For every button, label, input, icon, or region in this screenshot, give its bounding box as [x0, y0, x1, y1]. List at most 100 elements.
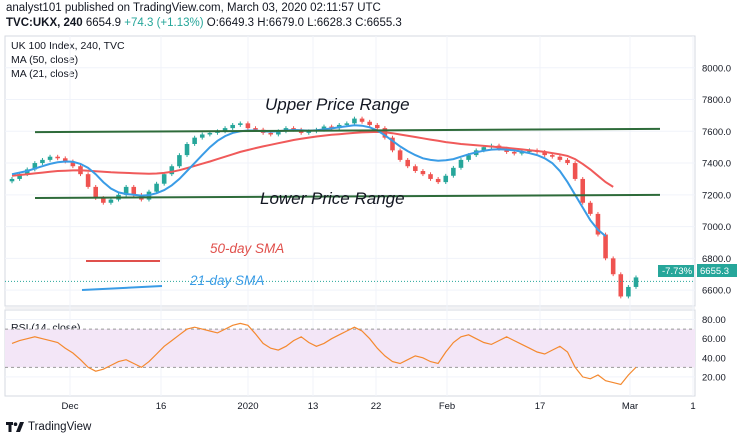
- candle-body: [519, 151, 525, 154]
- time-tick-label: Dec: [62, 401, 79, 412]
- sma21-swatch: [81, 285, 163, 291]
- candle-body: [458, 159, 464, 168]
- change-tag-text: -7.73%: [662, 266, 693, 277]
- candle-body: [352, 118, 357, 124]
- candle-body: [169, 166, 175, 175]
- open-value: O:6649.3: [206, 17, 255, 29]
- price-axis: 8000.0 7800.0 7600.0 7400.0 7200.0 7000.0 6800…: [702, 63, 731, 296]
- candle-body: [565, 159, 570, 164]
- rsi-tick-label: 80.00: [702, 315, 726, 326]
- candle-body: [511, 151, 517, 154]
- time-tick-label: Mar: [622, 401, 638, 412]
- time-tick-label: 16: [156, 401, 167, 412]
- candle-body: [595, 213, 601, 235]
- rsi-tick-label: 40.00: [702, 353, 726, 364]
- lower-range-label: Lower Price Range: [260, 189, 405, 208]
- current-price-tag: [697, 264, 737, 277]
- rsi-tick-label: 60.00: [702, 334, 726, 345]
- candle-body: [177, 155, 182, 167]
- candle-body: [618, 274, 624, 297]
- publish-info: analyst101 published on TradingView.com,…: [6, 2, 381, 14]
- rsi-band: [5, 329, 695, 368]
- price-tick-label: 7200.0: [702, 190, 731, 201]
- time-tick-label: 17: [535, 401, 546, 412]
- upper-range-label: Upper Price Range: [265, 95, 410, 114]
- candle-body: [161, 174, 167, 184]
- ma50-line: [11, 130, 614, 188]
- candle-body: [588, 202, 593, 214]
- price-tick-label: 7400.0: [702, 159, 731, 170]
- tradingview-logo-icon: [6, 422, 24, 432]
- candle-body: [123, 186, 129, 195]
- price-tick-label: 6600.0: [702, 286, 731, 297]
- candle-body: [268, 132, 274, 135]
- candle-body: [199, 134, 205, 138]
- candle-body: [626, 286, 631, 297]
- candle-body: [359, 118, 365, 122]
- price-tick-label: 8000.0: [702, 63, 731, 74]
- ma50-legend: MA (50, close): [11, 54, 79, 66]
- current-price-text: 6655.3: [700, 266, 729, 277]
- candle-body: [572, 163, 578, 179]
- candle-body: [253, 128, 258, 130]
- candle-body: [542, 151, 547, 156]
- price-tick-label: 7000.0: [702, 222, 731, 233]
- candle-body: [70, 161, 76, 167]
- upper-trendline[interactable]: [34, 127, 661, 134]
- time-tick-label: 13: [308, 401, 319, 412]
- candle-body: [329, 126, 334, 129]
- candle-body: [420, 171, 426, 175]
- candle-body: [192, 137, 197, 144]
- ma21-legend: MA (21, close): [11, 68, 79, 80]
- tradingview-brand[interactable]: TradingView: [6, 421, 91, 433]
- candle-body: [321, 126, 327, 130]
- candle-body: [306, 131, 312, 133]
- candle-body: [390, 137, 395, 151]
- time-tick-label: Feb: [439, 401, 455, 412]
- candle-body: [413, 166, 418, 171]
- lower-trendline[interactable]: [34, 193, 661, 199]
- candle-body: [93, 186, 98, 198]
- candle-body: [131, 186, 137, 195]
- candle-body: [55, 156, 60, 159]
- candle-body: [291, 128, 296, 130]
- candle-body: [17, 174, 22, 179]
- candle-body: [207, 132, 213, 135]
- candle-body: [610, 258, 616, 275]
- rsi-axis: 80.00 60.00 40.00 20.00: [702, 315, 726, 383]
- time-tick-label: 22: [371, 401, 382, 412]
- candle-body: [367, 121, 372, 125]
- sma50-label: 50-day SMA: [210, 241, 284, 256]
- time-tick-label: 2020: [237, 401, 258, 412]
- time-tick-label: 1: [690, 401, 695, 412]
- candle-body: [9, 178, 15, 182]
- candle-body: [276, 131, 281, 135]
- chart-title: UK 100 Index, 240, TVC: [11, 40, 125, 52]
- price-tick-label: 6800.0: [702, 254, 731, 265]
- candle-body: [245, 123, 251, 129]
- candle-body: [40, 159, 45, 164]
- candle-body: [62, 158, 68, 162]
- candle-body: [230, 124, 235, 129]
- candle-body: [435, 178, 441, 183]
- candle-body: [222, 128, 228, 132]
- sma21-label: 21-day SMA: [189, 273, 264, 288]
- price-change: +74.3 (+1.13%): [124, 17, 204, 29]
- price-tick-label: 7600.0: [702, 127, 731, 138]
- candle-body: [428, 174, 433, 179]
- candle-body: [443, 175, 449, 183]
- rsi-line: [11, 322, 637, 386]
- candle-body: [550, 155, 555, 157]
- close-value: C:6655.3: [355, 17, 402, 29]
- price-pane: [4, 35, 696, 307]
- rsi-tick-label: 20.00: [702, 372, 726, 383]
- candle-body: [374, 124, 380, 129]
- candle-body: [397, 150, 403, 160]
- candle-body: [557, 156, 563, 160]
- candle-body: [405, 159, 410, 167]
- brand-name: TradingView: [28, 421, 92, 433]
- time-axis: Dec 16 2020 13 22 Feb 17 Mar 1: [62, 401, 696, 412]
- change-tag: [658, 265, 694, 277]
- candle-body: [101, 198, 106, 203]
